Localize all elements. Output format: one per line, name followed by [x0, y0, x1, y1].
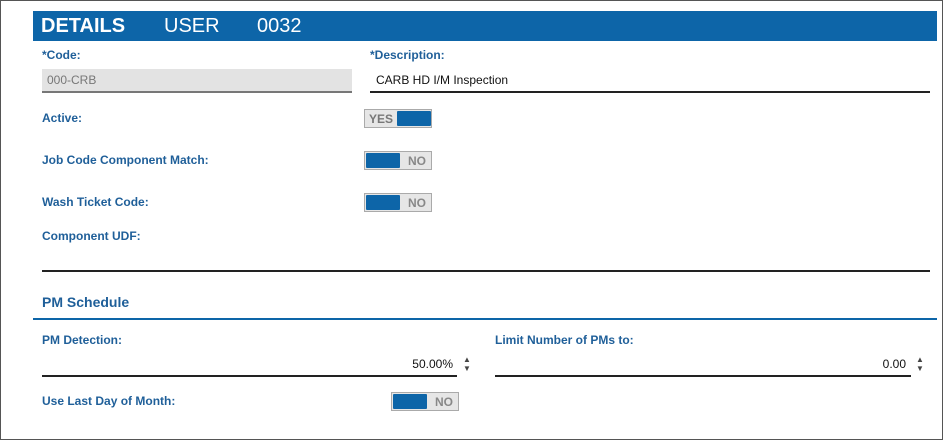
- toggle[interactable]: YES: [364, 109, 432, 128]
- spinner[interactable]: ▲ ▼: [463, 355, 471, 373]
- section-title: PM Schedule: [42, 294, 130, 310]
- toggle-knob: [397, 111, 431, 126]
- limit-input[interactable]: 0.00: [495, 353, 911, 377]
- toggle-text: NO: [435, 395, 453, 409]
- field-label: *Code:: [42, 48, 81, 62]
- spinner[interactable]: ▲ ▼: [916, 355, 924, 373]
- section-rule: [33, 318, 937, 320]
- field-label: Active:: [42, 111, 83, 125]
- pm-detection-input[interactable]: 50.00%: [42, 353, 457, 377]
- field-label: Limit Number of PMs to:: [495, 333, 634, 347]
- header-title: DETAILS: [41, 15, 126, 37]
- toggle-text: NO: [408, 196, 426, 210]
- field-label: Component UDF:: [42, 229, 141, 243]
- header-bar: DETAILS USER 0032: [33, 11, 937, 41]
- header-entity: USER: [164, 15, 220, 37]
- field-label: Wash Ticket Code:: [42, 195, 149, 209]
- description-input[interactable]: CARB HD I/M Inspection: [370, 69, 930, 93]
- header-id: 0032: [257, 15, 302, 37]
- toggle-text: NO: [408, 154, 426, 168]
- field-label: PM Detection:: [42, 333, 123, 347]
- toggle[interactable]: NO: [391, 392, 459, 411]
- toggle-text: YES: [369, 112, 394, 126]
- field-label: Use Last Day of Month:: [42, 394, 176, 408]
- field-label: *Description:: [370, 48, 445, 62]
- component-udf-input[interactable]: [42, 249, 930, 272]
- toggle-knob: [366, 153, 400, 168]
- code-input[interactable]: 000-CRB: [42, 69, 352, 93]
- toggle[interactable]: NO: [364, 193, 432, 212]
- toggle[interactable]: NO: [364, 151, 432, 170]
- field-label: Job Code Component Match:: [42, 153, 209, 167]
- toggle-knob: [393, 394, 427, 409]
- toggle-knob: [366, 195, 400, 210]
